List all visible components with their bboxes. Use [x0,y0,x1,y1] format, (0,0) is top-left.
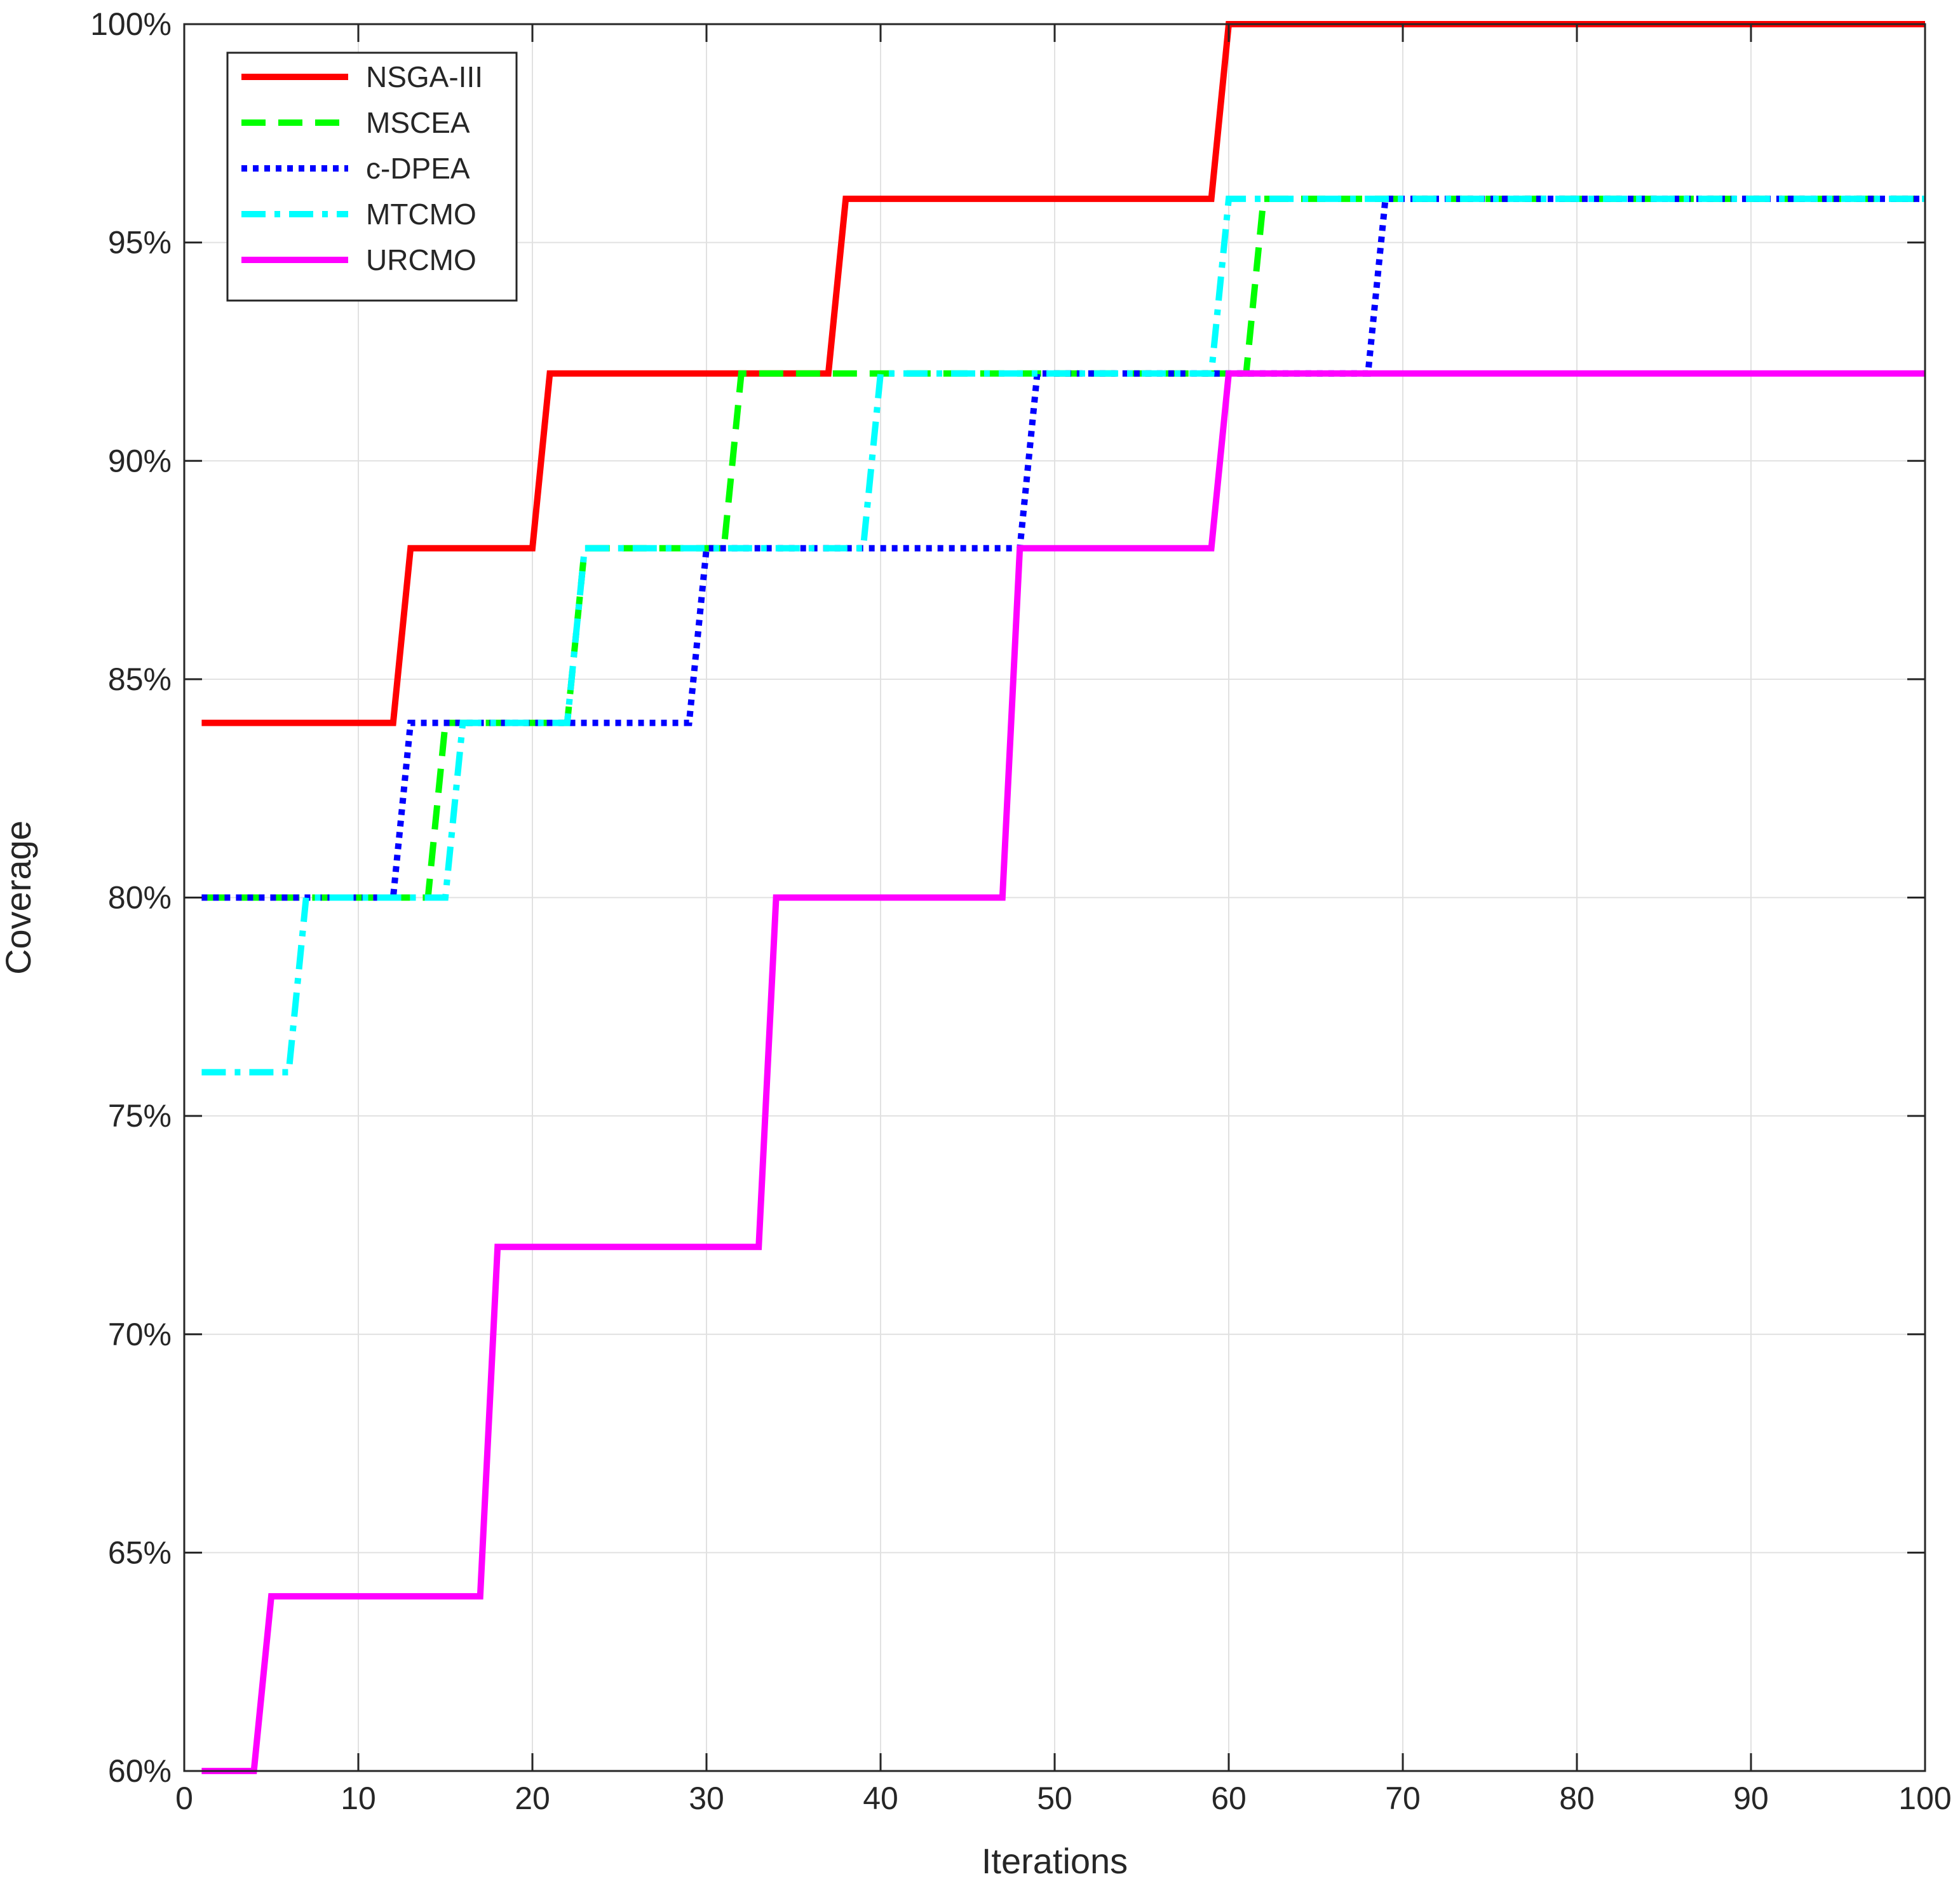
x-tick-label: 100 [1898,1781,1951,1816]
y-tick-label: 80% [108,880,172,916]
x-tick-label: 50 [1037,1781,1072,1816]
legend-label: NSGA-III [366,60,483,93]
x-tick-label: 20 [515,1781,550,1816]
series-line-urcmo [201,370,1925,1774]
series-line-mtcmo [201,195,1925,1076]
x-tick-label: 90 [1733,1781,1769,1816]
x-tick-label: 30 [689,1781,724,1816]
x-tick-label: 40 [863,1781,898,1816]
x-tick-labels: 0 10 20 30 40 50 60 70 80 90 100 [175,1781,1952,1816]
axis-ticks [183,23,1926,1772]
y-tick-label: 100% [90,6,172,42]
x-tick-label: 10 [341,1781,376,1816]
legend: NSGA-III MSCEA c-DPEA MTCMO URCMO [226,51,518,302]
legend-label: c-DPEA [366,152,470,185]
y-tick-label: 90% [108,443,172,478]
series-line-mscea [201,195,1925,901]
y-tick-labels: 60% 65% 70% 75% 80% 85% 90% 95% 100% [90,6,172,1789]
y-tick-label: 60% [108,1753,172,1789]
y-tick-label: 75% [108,1098,172,1134]
y-tick-label: 85% [108,661,172,697]
x-axis-title: Iterations [982,1841,1128,1881]
y-axis-title: Coverage [0,820,38,975]
series-line-nsga-iii [201,21,1925,726]
legend-label: MSCEA [366,106,470,139]
x-tick-label: 70 [1385,1781,1421,1816]
series-line-c-dpea [201,195,1925,901]
x-tick-label: 0 [175,1781,193,1816]
x-tick-label: 60 [1211,1781,1247,1816]
legend-label: MTCMO [366,198,476,231]
y-tick-label: 95% [108,225,172,261]
series-lines [201,21,1925,1774]
x-tick-label: 80 [1559,1781,1595,1816]
y-tick-label: 70% [108,1317,172,1352]
legend-label: URCMO [366,243,476,276]
y-tick-label: 65% [108,1535,172,1570]
